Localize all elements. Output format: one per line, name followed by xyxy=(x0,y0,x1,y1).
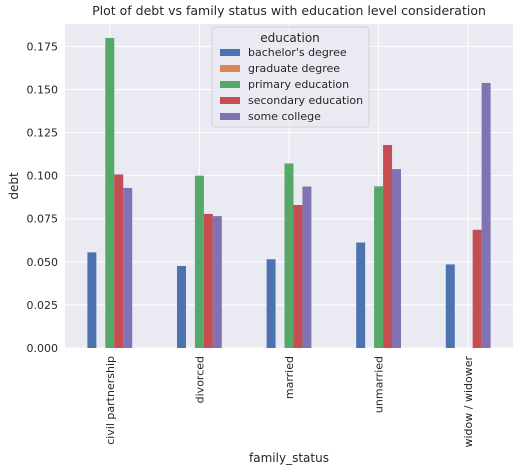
bar-some-college-widow-widower xyxy=(481,82,491,348)
x-tick-label-unmarried: unmarried xyxy=(373,356,386,413)
legend: education bachelor's degree graduate degr… xyxy=(211,26,370,128)
y-tick-label: 0.075 xyxy=(27,213,59,226)
bar-primary-education-divorced xyxy=(194,175,204,348)
bar-secondary-education-civil-partnership xyxy=(114,174,124,348)
bar-bachelor-s-degree-widow-widower xyxy=(445,264,455,348)
bar-some-college-divorced xyxy=(212,216,222,348)
x-tick-label-married: married xyxy=(283,356,296,399)
y-tick-label: 0.050 xyxy=(27,256,59,269)
bar-secondary-education-divorced xyxy=(203,213,213,348)
y-axis-label: debt xyxy=(7,172,21,200)
bar-bachelor-s-degree-married xyxy=(266,259,276,348)
bar-primary-education-unmarried xyxy=(374,186,384,348)
legend-frame xyxy=(211,26,370,128)
bar-bachelor-s-degree-divorced xyxy=(177,265,186,348)
bar-primary-education-civil-partnership xyxy=(105,37,115,349)
legend-label-secondary-education: secondary education xyxy=(248,94,363,107)
bar-bachelor-s-degree-civil-partnership xyxy=(87,252,97,348)
x-tick-labels: civil partnership divorced married unmarrie… xyxy=(104,356,475,448)
bars xyxy=(87,37,491,349)
legend-label-primary-education: primary education xyxy=(248,78,349,91)
bar-secondary-education-unmarried xyxy=(383,144,393,348)
legend-title: education xyxy=(260,31,320,45)
x-axis-label: family_status xyxy=(249,451,329,465)
y-tick-label: 0.000 xyxy=(27,342,59,355)
bar-bachelor-s-degree-unmarried xyxy=(356,242,366,348)
legend-swatch-primary-education xyxy=(220,81,240,88)
bar-some-college-unmarried xyxy=(392,169,401,348)
y-tick-label: 0.025 xyxy=(27,299,59,312)
y-tick-label: 0.150 xyxy=(27,83,59,96)
bar-some-college-civil-partnership xyxy=(123,187,133,348)
legend-swatch-bachelor-s-degree xyxy=(220,49,240,56)
y-tick-labels: 0.000 0.025 0.050 0.075 0.100 0.125 0.150 0.175 xyxy=(27,40,59,355)
chart-title: Plot of debt vs family status with educa… xyxy=(92,3,486,18)
legend-swatch-some-college xyxy=(220,113,240,120)
x-tick-label-widow-widower: widow / widower xyxy=(462,356,475,448)
legend-label-some-college: some college xyxy=(248,110,321,123)
y-tick-label: 0.125 xyxy=(27,127,59,140)
legend-swatch-secondary-education xyxy=(220,97,240,104)
x-tick-label-civil-partnership: civil partnership xyxy=(104,356,117,445)
bar-some-college-married xyxy=(302,186,312,348)
bar-primary-education-married xyxy=(284,163,294,348)
bar-secondary-education-widow-widower xyxy=(472,229,482,348)
legend-label-graduate-degree: graduate degree xyxy=(248,62,340,75)
legend-swatch-graduate-degree xyxy=(220,65,240,72)
bar-secondary-education-married xyxy=(293,204,303,348)
y-tick-label: 0.100 xyxy=(27,170,59,183)
legend-label-bachelor-s-degree: bachelor's degree xyxy=(248,46,347,59)
x-tick-label-divorced: divorced xyxy=(193,356,206,403)
y-tick-label: 0.175 xyxy=(27,40,59,53)
